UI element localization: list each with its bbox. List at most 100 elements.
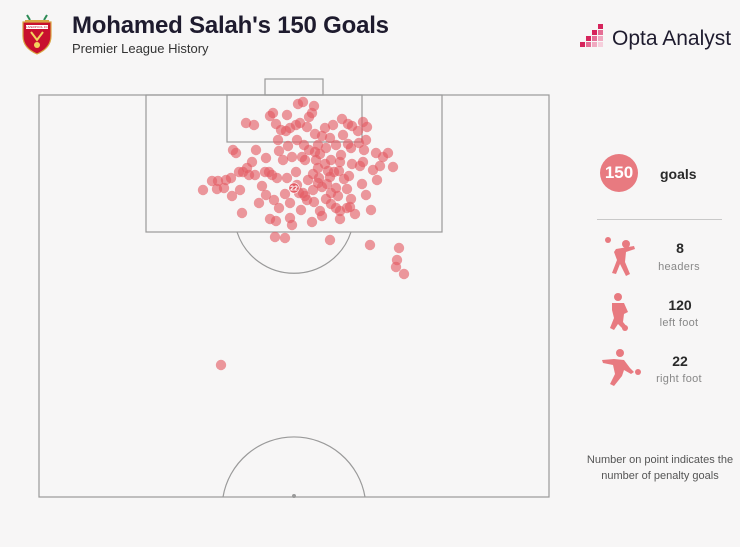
shot-point bbox=[277, 154, 289, 166]
shot-point bbox=[220, 174, 232, 186]
shot-point bbox=[330, 182, 342, 194]
shot-point bbox=[253, 197, 265, 209]
shot-point bbox=[226, 190, 238, 202]
shot-point bbox=[215, 359, 227, 371]
shot-point bbox=[233, 166, 245, 178]
centre-spot bbox=[292, 494, 297, 499]
shot-point bbox=[303, 111, 315, 123]
shot-point bbox=[316, 130, 328, 142]
left-foot-label: left foot bbox=[659, 317, 699, 329]
shot-point bbox=[273, 145, 285, 157]
shot-point bbox=[316, 210, 328, 222]
shot-point bbox=[236, 207, 248, 219]
shot-point bbox=[371, 174, 383, 186]
headers-label: headers bbox=[658, 261, 700, 273]
shot-point bbox=[356, 178, 368, 190]
shot-point bbox=[298, 139, 310, 151]
total-goals-badge: 150 bbox=[600, 154, 638, 192]
penalty-marker: 22 bbox=[288, 182, 300, 194]
header: LIVERPOOL FC Mohamed Salah's 150 Goals P… bbox=[0, 0, 740, 70]
shot-point bbox=[295, 204, 307, 216]
shot-point bbox=[268, 194, 280, 206]
shot-point bbox=[330, 139, 342, 151]
shot-point bbox=[234, 184, 246, 196]
shot-point bbox=[352, 125, 364, 137]
brand-name: Opta Analyst bbox=[612, 27, 732, 50]
shot-point bbox=[360, 134, 372, 146]
total-goals-label: goals bbox=[660, 166, 697, 182]
shot-point bbox=[322, 165, 334, 177]
shot-point bbox=[260, 152, 272, 164]
shot-point bbox=[256, 180, 268, 192]
shot-point bbox=[240, 117, 252, 129]
shot-point bbox=[393, 242, 405, 254]
shot-point bbox=[398, 268, 410, 280]
penalty-count-label: 22 bbox=[290, 186, 298, 193]
shot-point bbox=[241, 162, 253, 174]
shot-point bbox=[360, 189, 372, 201]
right-foot-label: right foot bbox=[656, 373, 702, 385]
liverpool-crest-icon: LIVERPOOL FC bbox=[22, 14, 52, 55]
shot-point bbox=[272, 134, 284, 146]
shot-point bbox=[365, 204, 377, 216]
page-subtitle: Premier League History bbox=[72, 41, 209, 56]
shot-point bbox=[270, 118, 282, 130]
opta-logo-icon bbox=[580, 24, 603, 47]
shot-point bbox=[387, 161, 399, 173]
headers-count: 8 bbox=[676, 240, 684, 256]
shot-point bbox=[332, 190, 344, 202]
shot-point bbox=[260, 189, 272, 201]
divider bbox=[597, 219, 722, 220]
shot-point bbox=[280, 125, 292, 137]
goal bbox=[264, 78, 324, 96]
shot-point bbox=[264, 213, 276, 225]
shot-point bbox=[335, 149, 347, 161]
shot-point bbox=[341, 183, 353, 195]
shot-points bbox=[197, 96, 410, 371]
shot-point bbox=[334, 213, 346, 225]
shot-point bbox=[310, 154, 322, 166]
shot-point bbox=[248, 119, 260, 131]
shot-point bbox=[319, 122, 331, 134]
shot-point bbox=[324, 234, 336, 246]
centre-circle-half bbox=[222, 436, 366, 498]
shot-point bbox=[197, 184, 209, 196]
shot-point bbox=[269, 231, 281, 243]
shot-point bbox=[364, 239, 376, 251]
shot-point bbox=[345, 193, 357, 205]
shot-point bbox=[346, 158, 358, 170]
shot-point bbox=[284, 197, 296, 209]
shot-point bbox=[382, 147, 394, 159]
shot-point bbox=[281, 172, 293, 184]
right-foot-player-icon bbox=[602, 349, 641, 386]
shot-point bbox=[306, 216, 318, 228]
header-player-icon bbox=[605, 237, 635, 276]
left-foot-count: 120 bbox=[668, 297, 692, 313]
shot-point bbox=[279, 232, 291, 244]
shot-point bbox=[345, 142, 357, 154]
shot-point bbox=[327, 119, 339, 131]
shot-point bbox=[286, 151, 298, 163]
shot-point bbox=[320, 142, 332, 154]
shot-point bbox=[324, 132, 336, 144]
shot-point bbox=[361, 121, 373, 133]
shot-point bbox=[230, 147, 242, 159]
shot-point bbox=[299, 154, 311, 166]
penalty-arc bbox=[236, 231, 352, 274]
shot-point bbox=[337, 129, 349, 141]
shot-point bbox=[218, 182, 230, 194]
shot-point bbox=[297, 187, 309, 199]
shot-point bbox=[250, 144, 262, 156]
shot-point bbox=[273, 202, 285, 214]
shot-point bbox=[333, 165, 345, 177]
shot-point bbox=[282, 140, 294, 152]
shot-point bbox=[286, 219, 298, 231]
page-title: Mohamed Salah's 150 Goals bbox=[72, 12, 389, 39]
shot-point bbox=[390, 261, 402, 273]
penalty-note: Number on point indicates the number of … bbox=[586, 454, 734, 482]
shot-point bbox=[312, 139, 324, 151]
shot-point bbox=[290, 166, 302, 178]
shot-point bbox=[374, 160, 386, 172]
right-foot-count: 22 bbox=[672, 353, 688, 369]
